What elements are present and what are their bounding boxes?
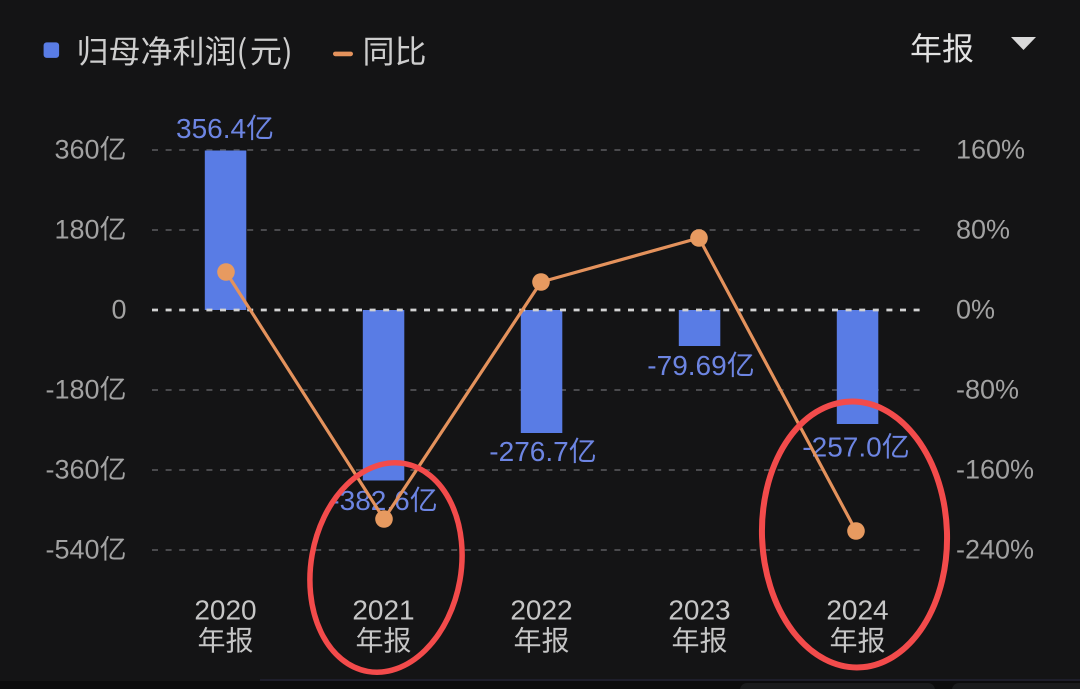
svg-text:2022: 2022 bbox=[510, 595, 572, 626]
svg-text:80%: 80% bbox=[956, 215, 1010, 245]
svg-text:-79.69: -79.69 bbox=[647, 350, 726, 381]
svg-text:-240%: -240% bbox=[956, 535, 1034, 565]
svg-text:2020: 2020 bbox=[194, 595, 256, 626]
svg-text:-180: -180 bbox=[46, 375, 100, 405]
svg-text:0%: 0% bbox=[956, 295, 995, 325]
svg-text:360: 360 bbox=[55, 135, 100, 165]
svg-text:0: 0 bbox=[112, 295, 127, 325]
svg-text:-540: -540 bbox=[46, 535, 100, 565]
svg-text:2024: 2024 bbox=[826, 595, 888, 626]
svg-text:-160%: -160% bbox=[956, 455, 1034, 485]
svg-text:-257.0: -257.0 bbox=[802, 432, 881, 463]
svg-text:160%: 160% bbox=[956, 135, 1025, 165]
svg-text:2021: 2021 bbox=[352, 595, 414, 626]
svg-text:180: 180 bbox=[55, 215, 100, 245]
svg-text:-276.7: -276.7 bbox=[489, 436, 568, 467]
svg-text:-360: -360 bbox=[46, 455, 100, 485]
svg-text:356.4: 356.4 bbox=[176, 113, 246, 144]
svg-text:2023: 2023 bbox=[668, 595, 730, 626]
svg-text:-80%: -80% bbox=[956, 375, 1019, 405]
